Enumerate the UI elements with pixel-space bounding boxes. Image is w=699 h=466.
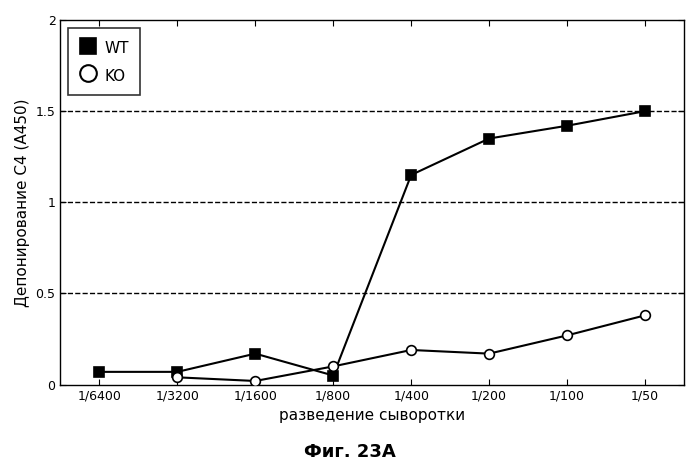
X-axis label: разведение сыворотки: разведение сыворотки xyxy=(279,408,466,423)
Legend: WT, KO: WT, KO xyxy=(68,27,140,96)
Y-axis label: Депонирование С4 (А450): Депонирование С4 (А450) xyxy=(15,98,30,307)
Text: Фиг. 23А: Фиг. 23А xyxy=(303,443,396,461)
